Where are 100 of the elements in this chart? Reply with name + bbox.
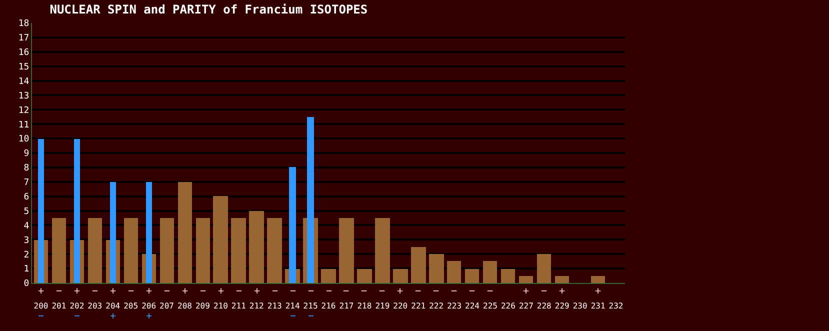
- bar: [465, 269, 479, 283]
- bar: [339, 218, 354, 283]
- data-label: +: [397, 286, 404, 297]
- y-tick-label: 17: [18, 34, 30, 44]
- x-tick-label: 212: [249, 302, 264, 311]
- y-tick-label: 15: [18, 62, 30, 72]
- x-tick-label: 222: [429, 302, 444, 311]
- data-label: +: [110, 311, 116, 322]
- bar: [537, 254, 551, 283]
- bar: [519, 276, 533, 283]
- x-tick-label: 207: [160, 302, 174, 311]
- x-tick-label: 217: [339, 302, 354, 311]
- bar: [160, 218, 174, 283]
- bar: [289, 167, 296, 283]
- bar: [483, 261, 497, 283]
- y-tick-label: 4: [24, 221, 30, 232]
- x-tick-label: 225: [483, 302, 498, 311]
- x-tick-label: 228: [536, 302, 552, 311]
- data-label: +: [182, 286, 188, 297]
- data-label: −: [433, 286, 440, 297]
- x-tick-label: 200: [34, 302, 48, 311]
- bar: [307, 117, 314, 283]
- data-label: +: [523, 286, 530, 297]
- x-tick-label: 210: [213, 302, 228, 311]
- data-label: −: [451, 286, 458, 297]
- x-tick-label: 216: [321, 302, 336, 311]
- bar: [38, 139, 44, 283]
- x-tick-label: 215: [303, 302, 318, 311]
- x-tick-label: 201: [52, 302, 66, 311]
- data-label: −: [541, 286, 548, 297]
- data-label: −: [272, 286, 278, 297]
- y-tick-label: 12: [18, 106, 30, 116]
- y-tick-label: 6: [24, 192, 30, 202]
- bar: [321, 269, 336, 283]
- data-label: +: [559, 286, 566, 297]
- y-tick-label: 2: [24, 250, 30, 260]
- data-label: −: [92, 286, 98, 297]
- bar: [124, 218, 138, 283]
- y-tick-label: 10: [18, 134, 30, 145]
- x-tick-label: 204: [106, 302, 120, 311]
- data-label: −: [361, 286, 368, 297]
- y-tick-label: 11: [18, 120, 30, 130]
- x-tick-label: 209: [195, 302, 210, 311]
- data-label: +: [595, 286, 602, 297]
- bar: [411, 247, 426, 283]
- y-tick-label: 3: [24, 236, 30, 246]
- bar: [196, 218, 210, 283]
- bar: [52, 218, 66, 283]
- chart-title: NUCLEAR SPIN and PARITY of Francium ISOTOPES: [50, 2, 368, 16]
- x-tick-label: 213: [267, 302, 282, 311]
- y-tick-label: 5: [24, 206, 30, 217]
- x-tick-label: 221: [411, 302, 426, 311]
- x-tick-label: 205: [124, 302, 138, 311]
- data-label: −: [308, 311, 314, 322]
- data-label: +: [218, 286, 224, 297]
- data-label: +: [74, 286, 80, 297]
- x-tick-label: 219: [375, 302, 390, 311]
- x-tick-label: 227: [518, 302, 534, 311]
- y-tick-label: 1: [24, 264, 30, 275]
- x-tick-label: 202: [70, 302, 84, 311]
- y-tick-label: 7: [24, 178, 30, 188]
- x-tick-label: 229: [554, 302, 570, 311]
- y-tick-label: 14: [18, 76, 30, 87]
- data-label: +: [38, 286, 44, 297]
- data-label: +: [146, 286, 152, 297]
- x-tick-label: 206: [142, 302, 156, 311]
- x-tick-label: 223: [447, 302, 462, 311]
- bar: [501, 269, 515, 283]
- bar: [74, 139, 80, 283]
- data-label: −: [74, 311, 80, 322]
- bar: [429, 254, 444, 283]
- bar: [393, 269, 408, 283]
- data-label: −: [415, 286, 422, 297]
- data-label: −: [200, 286, 206, 297]
- bar: [146, 182, 152, 283]
- data-label: −: [128, 286, 134, 297]
- data-label: −: [469, 286, 476, 297]
- bar: [249, 211, 264, 283]
- data-label: −: [38, 311, 44, 322]
- data-label: +: [110, 286, 116, 297]
- data-label: −: [379, 286, 386, 297]
- bar: [213, 196, 228, 283]
- bar: [110, 182, 116, 283]
- bar: [447, 261, 461, 283]
- bar: [178, 182, 192, 283]
- data-label: +: [146, 311, 152, 322]
- y-tick-label: 16: [18, 48, 30, 58]
- data-label: −: [164, 286, 170, 297]
- y-tick-label: 18: [18, 19, 30, 30]
- x-tick-label: 226: [500, 302, 516, 311]
- x-tick-label: 218: [357, 302, 372, 311]
- bar: [555, 276, 569, 283]
- data-label: −: [290, 311, 296, 322]
- data-label: −: [308, 286, 314, 297]
- bar: [231, 218, 246, 283]
- data-label: −: [487, 286, 494, 297]
- x-tick-label: 203: [88, 302, 102, 311]
- x-tick-label: 231: [590, 302, 606, 311]
- bar: [267, 218, 282, 283]
- bar: [591, 276, 605, 283]
